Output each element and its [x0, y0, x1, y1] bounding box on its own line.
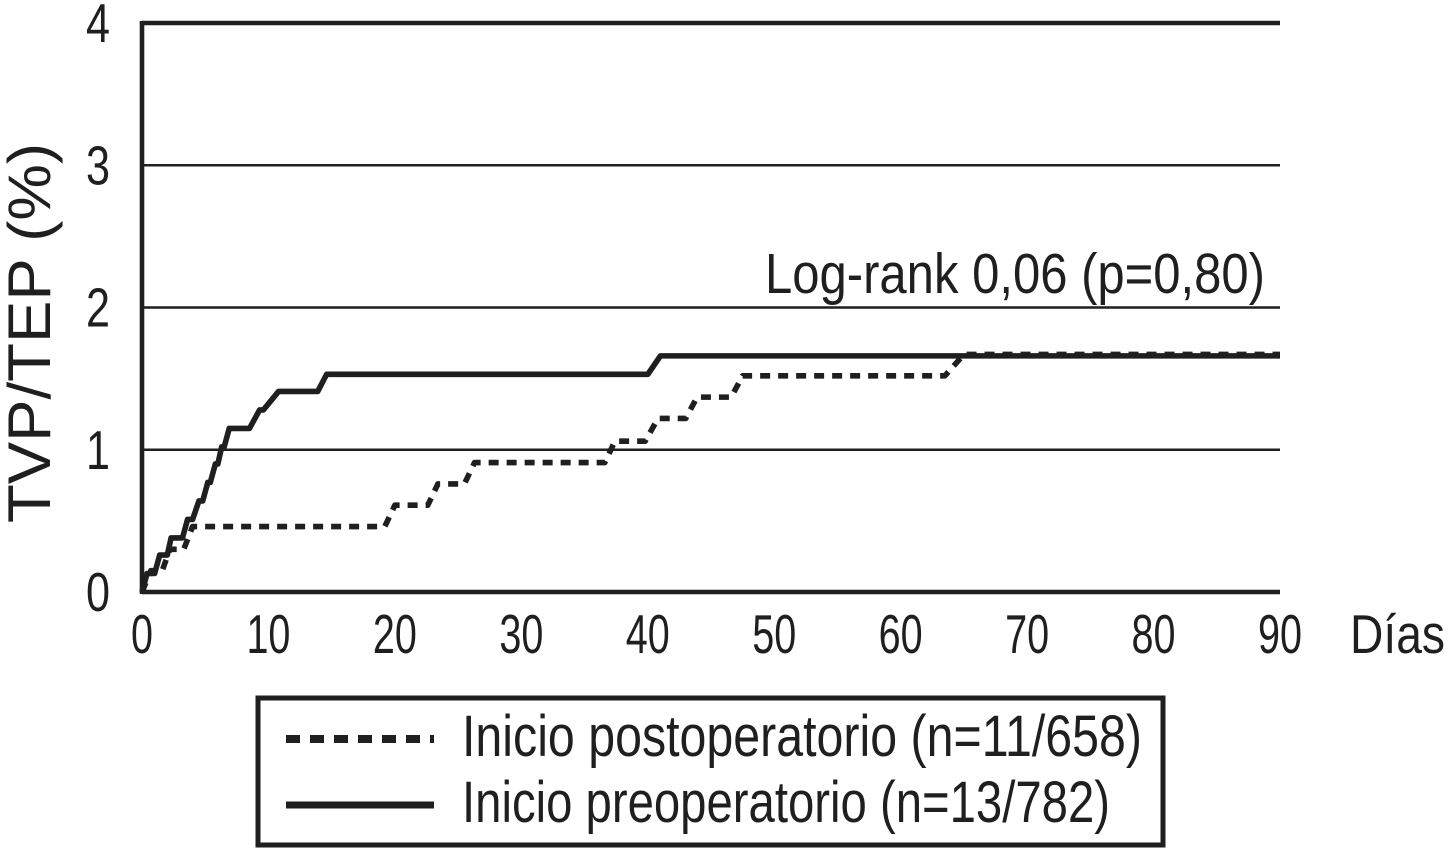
x-tick-label: 70 — [1005, 603, 1049, 665]
x-tick-label: 0 — [131, 603, 153, 665]
y-tick-labels: 0 1 2 3 4 — [86, 0, 110, 623]
x-tick-label: 40 — [626, 603, 670, 665]
y-tick-label: 0 — [86, 561, 110, 623]
legend-box — [255, 695, 1166, 848]
y-tick-label: 4 — [86, 0, 110, 54]
x-tick-label: 20 — [373, 603, 417, 665]
legend: Inicio postoperatorio (n=11/658) Inicio … — [255, 695, 1166, 848]
x-tick-label: 50 — [752, 603, 796, 665]
x-tick-label: 60 — [879, 603, 923, 665]
x-tick-label: 90 — [1258, 603, 1302, 665]
x-tick-label: 30 — [499, 603, 543, 665]
legend-label-postoperatorio: Inicio postoperatorio (n=11/658) — [462, 704, 1142, 769]
legend-label-preoperatorio: Inicio preoperatorio (n=13/782) — [462, 770, 1110, 835]
log-rank-annotation: Log-rank 0,06 (p=0,80) — [765, 242, 1265, 306]
y-axis-title: TVP/TEP (%) — [0, 143, 63, 523]
y-tick-label: 3 — [86, 134, 110, 196]
y-tick-label: 1 — [86, 419, 110, 481]
x-tick-label: 10 — [246, 603, 290, 665]
x-axis-title: Días — [1350, 603, 1445, 665]
x-tick-label: 80 — [1132, 603, 1176, 665]
series-postoperatorio-line — [139, 351, 1280, 594]
series-preoperatorio-line — [139, 353, 1280, 593]
y-tick-label: 2 — [86, 277, 110, 339]
gridlines — [142, 20, 1280, 595]
x-tick-labels: 0 10 20 30 40 50 60 70 80 90 — [131, 603, 1302, 665]
